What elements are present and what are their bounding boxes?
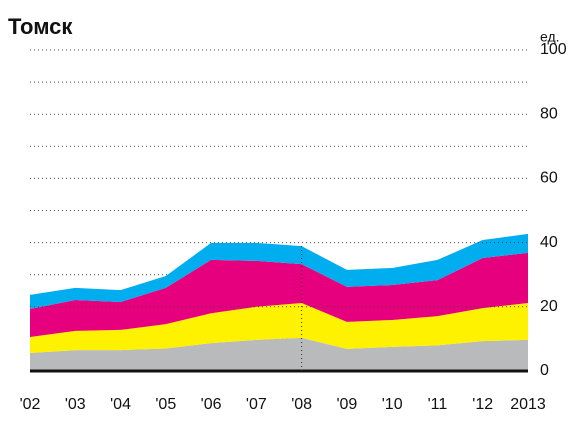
y-tick-label: 20 [540, 298, 558, 315]
x-tick-label: 2013 [510, 396, 546, 413]
x-tick-label: '04 [110, 396, 131, 413]
area [30, 337, 528, 371]
x-tick-label: '09 [336, 396, 357, 413]
x-tick-label: '03 [65, 396, 86, 413]
x-tick-label: '02 [20, 396, 41, 413]
area [30, 302, 528, 354]
y-tick-label: 0 [540, 362, 549, 379]
x-tick-label: '06 [201, 396, 222, 413]
area [30, 233, 528, 310]
chart-title: Томск [8, 14, 73, 39]
x-tick-label: '05 [155, 396, 176, 413]
y-tick-label: 60 [540, 170, 558, 187]
x-tick-label: '10 [382, 396, 403, 413]
area [30, 252, 528, 337]
y-tick-label: 40 [540, 234, 558, 251]
x-tick-label: '11 [428, 396, 448, 413]
x-tick-label: '07 [246, 396, 267, 413]
y-unit: ед. [540, 29, 560, 45]
y-tick-label: 100 [540, 41, 567, 58]
x-tick-label: '08 [291, 396, 312, 413]
x-tick-label: '12 [472, 396, 493, 413]
y-tick-label: 80 [540, 105, 558, 122]
